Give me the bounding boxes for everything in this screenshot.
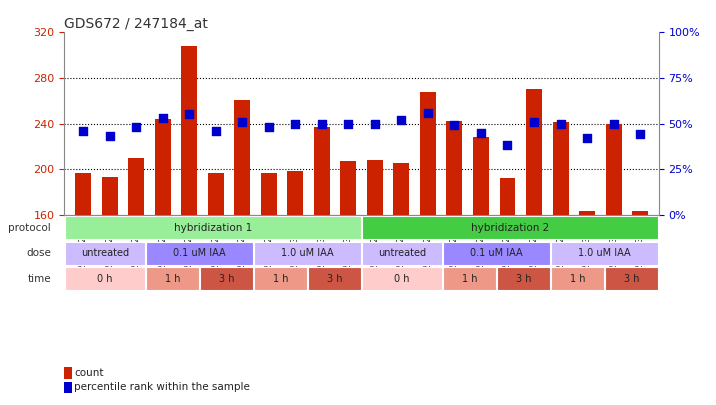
Bar <box>287 171 303 215</box>
Point <box>104 133 115 140</box>
Point <box>236 119 248 125</box>
Point <box>157 115 168 122</box>
Bar <box>314 127 330 215</box>
Point <box>289 120 301 127</box>
FancyBboxPatch shape <box>551 267 604 290</box>
Bar <box>75 173 91 215</box>
Point <box>130 124 142 130</box>
Text: 3 h: 3 h <box>326 274 342 284</box>
Text: 3 h: 3 h <box>624 274 639 284</box>
Point <box>634 131 646 138</box>
Text: 1 h: 1 h <box>273 274 289 284</box>
Point <box>210 128 221 134</box>
Point <box>369 120 381 127</box>
Bar <box>632 211 648 215</box>
Point <box>316 120 327 127</box>
Text: dose: dose <box>26 248 51 258</box>
Text: 1.0 uM IAA: 1.0 uM IAA <box>281 248 334 258</box>
Bar <box>208 173 223 215</box>
FancyBboxPatch shape <box>254 267 307 290</box>
Point <box>183 111 195 118</box>
FancyBboxPatch shape <box>65 267 145 290</box>
Text: untreated: untreated <box>378 248 426 258</box>
Bar <box>473 137 489 215</box>
FancyBboxPatch shape <box>497 267 550 290</box>
FancyBboxPatch shape <box>362 216 658 239</box>
Bar <box>64 382 72 393</box>
Bar <box>393 164 410 215</box>
Point <box>77 128 89 134</box>
FancyBboxPatch shape <box>551 242 658 265</box>
FancyBboxPatch shape <box>65 242 145 265</box>
Bar <box>261 173 276 215</box>
Bar <box>340 161 357 215</box>
Bar <box>526 90 542 215</box>
Text: hybridization 1: hybridization 1 <box>174 222 252 232</box>
FancyBboxPatch shape <box>605 267 658 290</box>
Text: 1 h: 1 h <box>570 274 586 284</box>
Text: percentile rank within the sample: percentile rank within the sample <box>74 382 251 392</box>
Text: 1 h: 1 h <box>165 274 180 284</box>
Point <box>608 120 619 127</box>
Point <box>263 124 274 130</box>
Point <box>475 130 487 136</box>
Text: 0 h: 0 h <box>395 274 410 284</box>
Point <box>581 135 593 141</box>
Text: 0 h: 0 h <box>97 274 112 284</box>
Text: count: count <box>74 368 104 378</box>
Point <box>396 117 407 123</box>
Point <box>502 142 513 149</box>
Bar <box>579 211 595 215</box>
Text: 1 h: 1 h <box>462 274 478 284</box>
Bar <box>367 160 383 215</box>
Text: hybridization 2: hybridization 2 <box>471 222 549 232</box>
Text: 3 h: 3 h <box>219 274 234 284</box>
FancyBboxPatch shape <box>443 242 550 265</box>
Point <box>342 120 354 127</box>
Text: 1.0 uM IAA: 1.0 uM IAA <box>579 248 631 258</box>
Bar <box>553 122 569 215</box>
Text: 0.1 uM IAA: 0.1 uM IAA <box>470 248 523 258</box>
FancyBboxPatch shape <box>146 242 253 265</box>
Text: 0.1 uM IAA: 0.1 uM IAA <box>173 248 226 258</box>
FancyBboxPatch shape <box>146 267 199 290</box>
Bar <box>155 119 170 215</box>
FancyBboxPatch shape <box>362 242 442 265</box>
Text: GDS672 / 247184_at: GDS672 / 247184_at <box>64 17 208 31</box>
Text: untreated: untreated <box>81 248 129 258</box>
Bar <box>234 100 250 215</box>
Bar <box>102 177 117 215</box>
Bar <box>500 178 516 215</box>
FancyBboxPatch shape <box>65 216 361 239</box>
Bar <box>447 121 463 215</box>
Point <box>422 109 434 116</box>
Bar <box>64 367 72 379</box>
FancyBboxPatch shape <box>200 267 253 290</box>
Bar <box>420 92 436 215</box>
Bar <box>128 158 144 215</box>
FancyBboxPatch shape <box>443 267 496 290</box>
Point <box>449 122 460 129</box>
FancyBboxPatch shape <box>254 242 361 265</box>
Text: time: time <box>27 274 51 284</box>
FancyBboxPatch shape <box>308 267 361 290</box>
Bar <box>606 124 621 215</box>
Text: 3 h: 3 h <box>516 274 531 284</box>
Point <box>555 120 566 127</box>
Text: protocol: protocol <box>8 222 51 232</box>
Bar <box>181 46 197 215</box>
FancyBboxPatch shape <box>362 267 442 290</box>
Point <box>528 119 540 125</box>
